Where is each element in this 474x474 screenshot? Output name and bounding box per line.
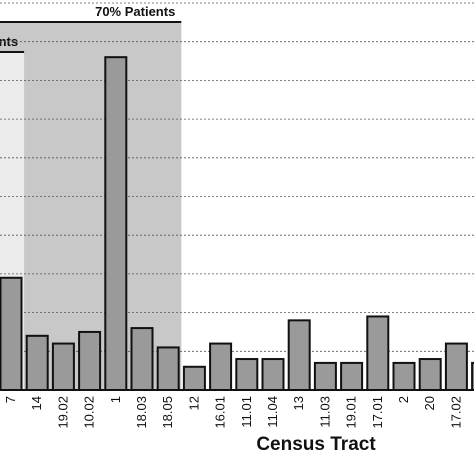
bar-7 bbox=[0, 276, 23, 391]
bar-11.04 bbox=[261, 358, 285, 392]
bar-18.03 bbox=[130, 327, 154, 391]
tick-label-18.05: 18.05 bbox=[160, 396, 175, 429]
bar-12 bbox=[182, 365, 206, 391]
bar-1 bbox=[104, 56, 128, 392]
bar-11.01 bbox=[235, 358, 259, 392]
bar-10.02 bbox=[78, 330, 102, 392]
tick-label-20: 20 bbox=[422, 396, 437, 410]
tick-label-11.01: 11.01 bbox=[239, 396, 254, 428]
tick-label-14: 14 bbox=[29, 396, 44, 410]
bar-19.02 bbox=[51, 342, 75, 391]
tick-label-12: 12 bbox=[186, 396, 201, 410]
x-tick-labels: 7 14 19.02 10.02 1 18.03 18.05 12 16.01 11.01 11.0… bbox=[3, 396, 463, 429]
x-axis-title: Census Tract bbox=[256, 434, 376, 455]
tick-label-19.01: 19.01 bbox=[344, 396, 359, 429]
tick-label-11.04: 11.04 bbox=[265, 396, 280, 428]
bar-16.01 bbox=[209, 342, 233, 391]
bar-20 bbox=[418, 358, 442, 392]
tick-label-17.02: 17.02 bbox=[448, 396, 463, 429]
tick-label-7: 7 bbox=[3, 396, 18, 403]
tick-label-19.02: 19.02 bbox=[55, 396, 70, 429]
bar-17.01 bbox=[366, 315, 390, 391]
bar-13 bbox=[287, 319, 311, 391]
bar-2 bbox=[392, 361, 416, 392]
gridlines bbox=[0, 2, 474, 352]
bar-14 bbox=[25, 334, 49, 392]
tick-label-2: 2 bbox=[396, 396, 411, 403]
band-1-label: 70% Patients bbox=[95, 4, 175, 19]
bars bbox=[0, 56, 474, 392]
tick-label-18.03: 18.03 bbox=[134, 396, 149, 429]
bar-partial bbox=[471, 361, 474, 392]
bar-11.03 bbox=[313, 361, 337, 392]
tick-label-1: 1 bbox=[108, 396, 123, 403]
tick-label-17.01: 17.01 bbox=[370, 396, 385, 429]
tick-label-11.03: 11.03 bbox=[317, 396, 332, 428]
tick-label-10.02: 10.02 bbox=[82, 396, 97, 429]
tick-label-13: 13 bbox=[291, 396, 306, 410]
bar-18.05 bbox=[156, 346, 180, 391]
tick-label-16.01: 16.01 bbox=[213, 396, 228, 429]
bar-19.01 bbox=[340, 361, 364, 392]
bar-17.02 bbox=[444, 342, 468, 391]
